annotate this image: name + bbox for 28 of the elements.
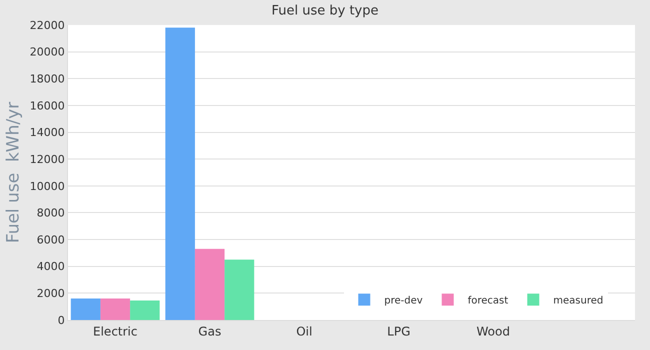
chart-title: Fuel use by type (271, 3, 379, 18)
legend-label: pre-dev (384, 296, 423, 306)
y-tick-label: 16000 (30, 99, 65, 112)
x-tick-label: Oil (296, 324, 312, 338)
x-tick-label: Electric (93, 324, 138, 338)
x-tick-label: Gas (198, 324, 222, 338)
x-tick-label: LPG (387, 324, 410, 338)
bar (194, 248, 225, 320)
y-tick-label: 4000 (36, 260, 65, 274)
bar (70, 298, 100, 320)
legend-label: forecast (468, 296, 508, 306)
x-tick-label: Wood (476, 324, 510, 338)
bar (130, 300, 160, 320)
y-axis-title: Fuel use kWh/yr (3, 102, 24, 244)
y-tick-label: 22000 (30, 18, 65, 32)
y-tick-label: 12000 (30, 152, 65, 166)
bar (100, 298, 130, 320)
legend-label: measured (553, 296, 604, 306)
y-tick-label: 18000 (30, 72, 65, 86)
y-tick-label: 14000 (30, 126, 65, 140)
bar (165, 28, 195, 320)
y-tick-label: 2000 (36, 287, 65, 300)
bar (224, 260, 254, 320)
y-tick-label: 20000 (30, 46, 65, 59)
y-tick-label: 8000 (36, 206, 65, 220)
y-tick-label: 0 (58, 314, 65, 327)
y-tick-label: 6000 (36, 233, 65, 246)
y-tick-label: 10000 (30, 180, 65, 193)
